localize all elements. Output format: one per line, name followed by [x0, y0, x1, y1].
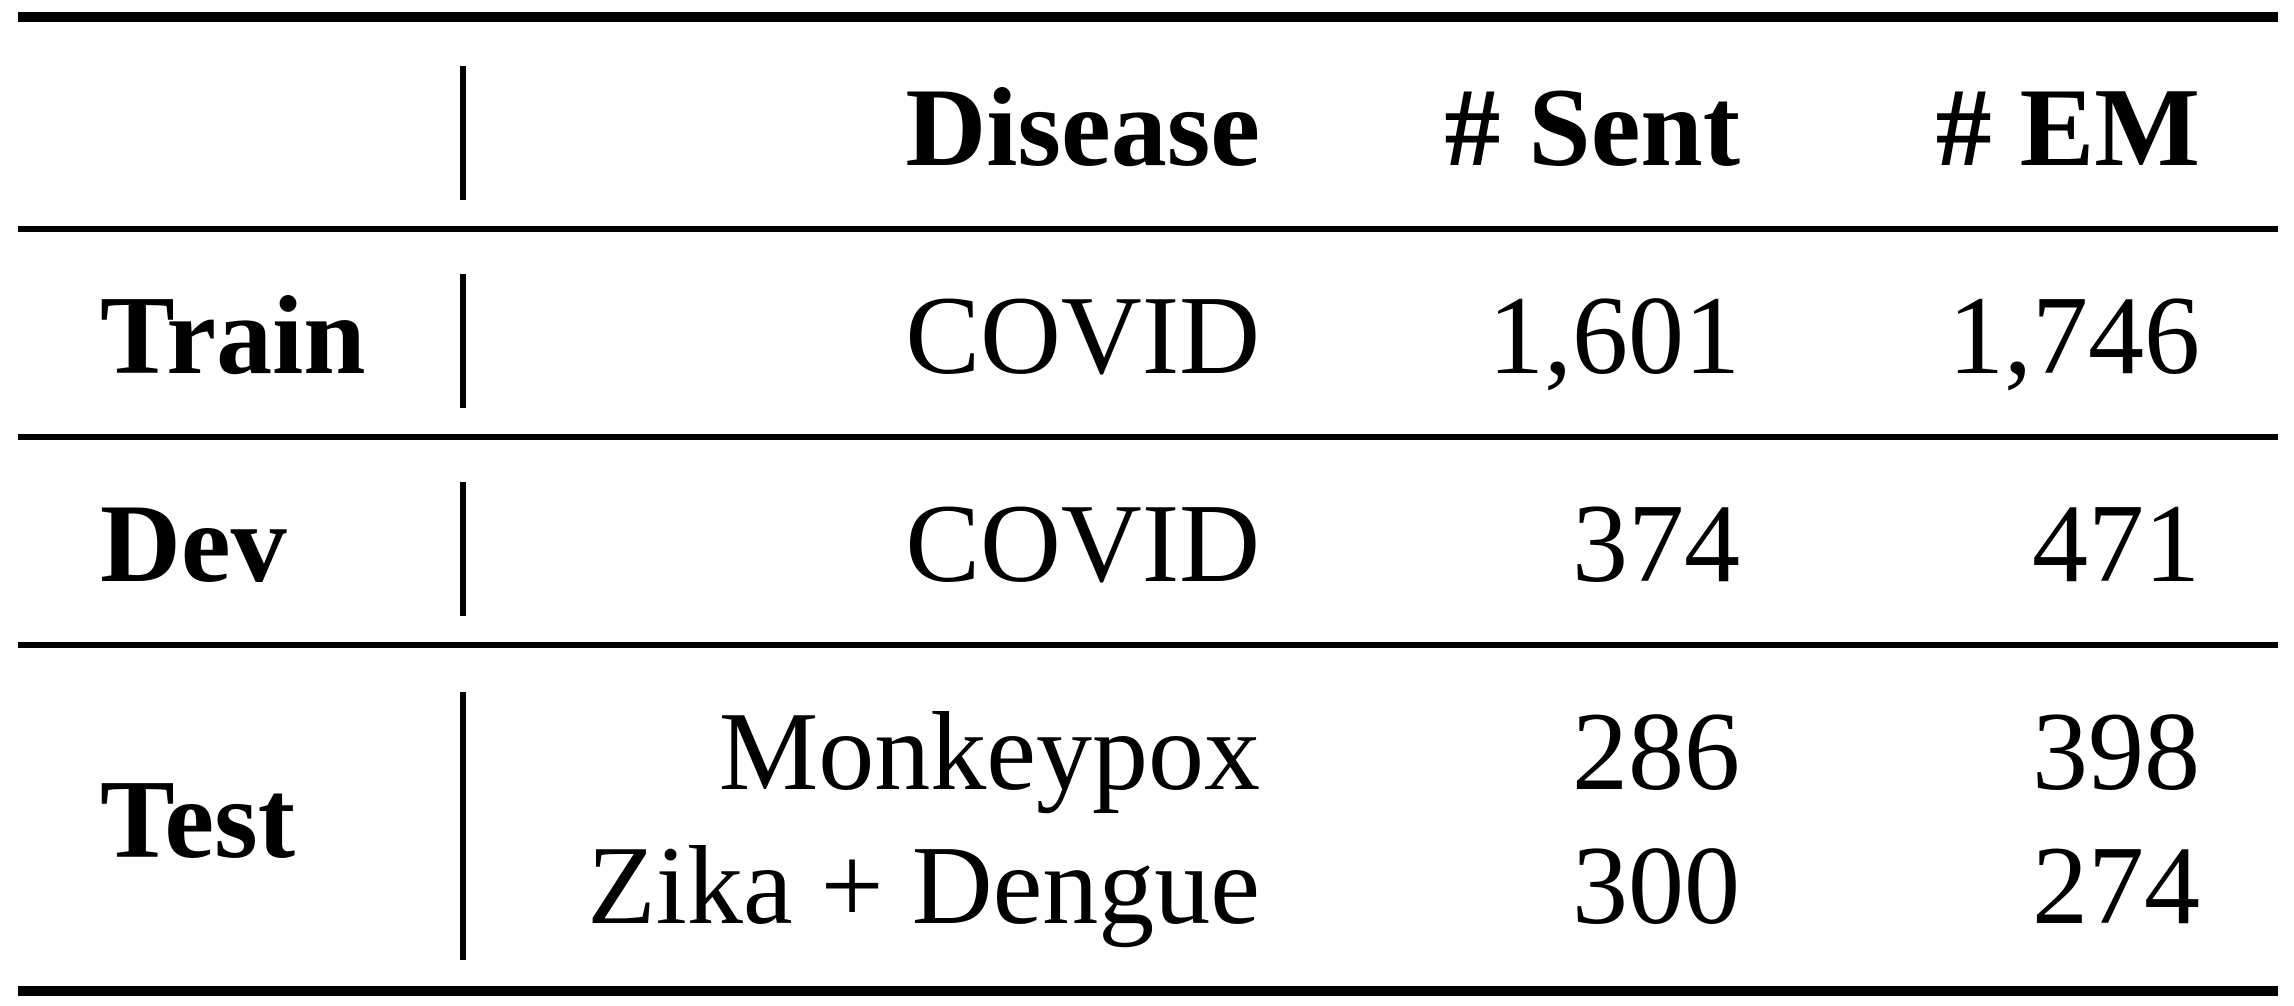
row-label-dev: Dev [100, 482, 287, 606]
train-em: 1,746 [1948, 274, 2200, 398]
test-em-1: 398 [2032, 690, 2200, 814]
top-rule [18, 12, 2278, 22]
dev-sent: 374 [1572, 482, 1740, 606]
test-disease-1: Monkeypox [718, 690, 1260, 814]
header-disease: Disease [905, 66, 1260, 190]
train-disease: COVID [905, 274, 1260, 398]
test-sent-1: 286 [1572, 690, 1740, 814]
test-disease-2: Zika + Dengue [587, 824, 1260, 948]
header-separator [460, 66, 466, 200]
bottom-rule [18, 986, 2278, 996]
train-separator [460, 274, 466, 408]
dev-rule [18, 642, 2278, 648]
row-label-train: Train [100, 274, 366, 398]
dev-separator [460, 482, 466, 616]
dev-em: 471 [2032, 482, 2200, 606]
dev-disease: COVID [905, 482, 1260, 606]
train-rule [18, 434, 2278, 440]
test-separator [460, 692, 466, 960]
header-rule [18, 226, 2278, 232]
header-sent: # Sent [1444, 66, 1740, 190]
test-sent-2: 300 [1572, 824, 1740, 948]
test-em-2: 274 [2032, 824, 2200, 948]
header-em: # EM [1935, 66, 2200, 190]
train-sent: 1,601 [1488, 274, 1740, 398]
row-label-test: Test [100, 758, 296, 882]
